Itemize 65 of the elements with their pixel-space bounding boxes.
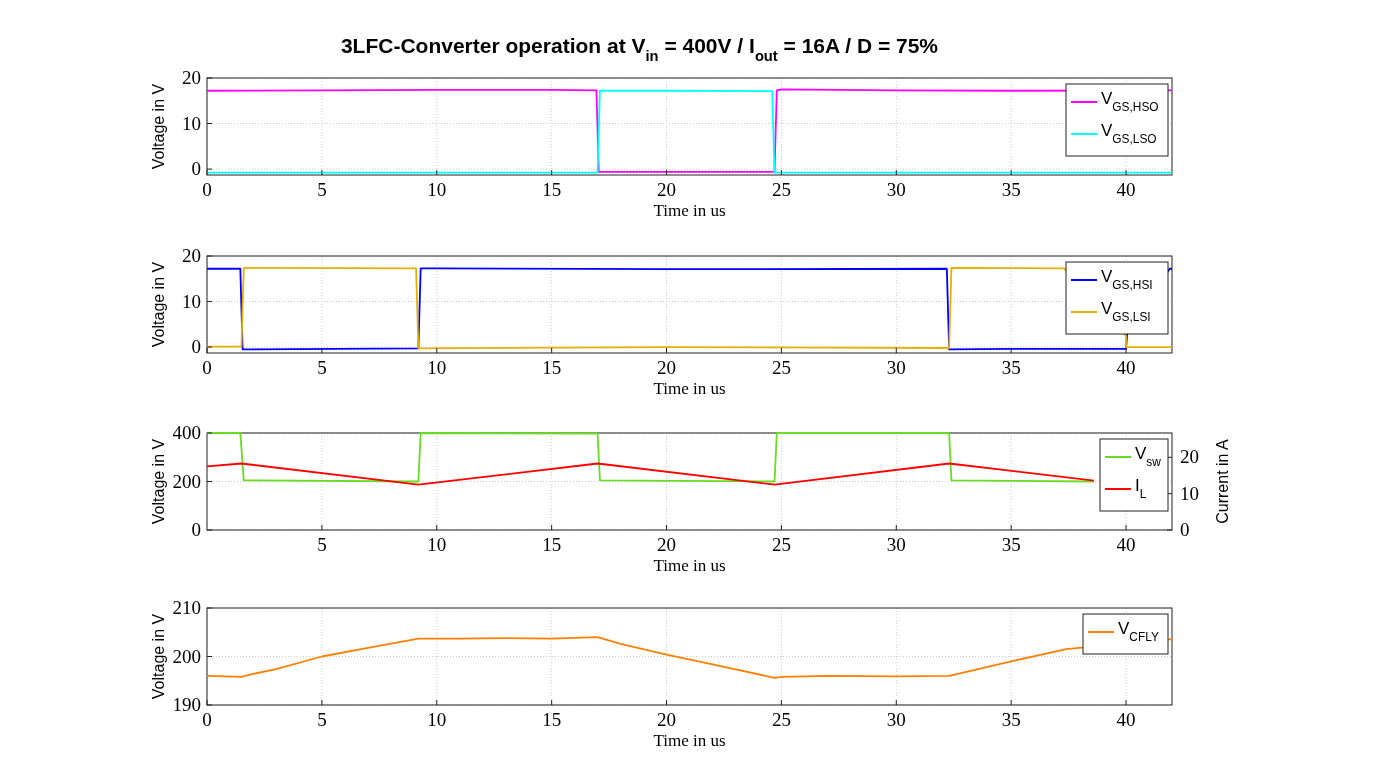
legend-label: V$_{CFLY}$ xyxy=(1118,619,1159,644)
x-tick-label: 20 xyxy=(657,534,677,555)
x-tick-label: 40 xyxy=(1116,179,1136,200)
x-axis-title: Time in us xyxy=(653,379,726,398)
line-series xyxy=(206,462,1095,486)
y2-tick-label: 20 xyxy=(1180,446,1199,468)
x-tick-label: 25 xyxy=(771,709,791,730)
legend-label: V$_{GS,LSI}$ xyxy=(1101,299,1151,324)
x-tick-label: 10 xyxy=(427,709,447,730)
legend-label: V$_{GS,HSI}$ xyxy=(1101,267,1153,292)
x-tick-label: 25 xyxy=(771,357,791,378)
y-tick-label: 200 xyxy=(172,470,201,492)
legend-label: V$_{GS,HSO}$ xyxy=(1101,89,1159,114)
x-tick-label: 5 xyxy=(317,534,327,555)
x-tick-label: 25 xyxy=(771,179,791,200)
y-tick-label: 200 xyxy=(172,645,201,667)
x-tick-label: 10 xyxy=(427,357,447,378)
y-tick-label: 20 xyxy=(182,67,201,88)
x-tick-label: 15 xyxy=(542,534,562,555)
x-axis-title: Time in us xyxy=(653,201,726,220)
x-tick-label: 30 xyxy=(886,534,906,555)
y-tick-label: 210 xyxy=(172,597,201,618)
x-tick-label: 25 xyxy=(771,534,791,555)
y2-tick-label: 0 xyxy=(1180,519,1190,540)
x-tick-label: 35 xyxy=(1001,534,1021,555)
y-tick-label: 0 xyxy=(191,158,201,180)
x-tick-label: 35 xyxy=(1001,357,1021,378)
y-tick-label: 400 xyxy=(172,422,201,443)
x-tick-label: 20 xyxy=(657,709,677,730)
x-axis-title: Time in us xyxy=(653,731,726,750)
x-tick-label: 35 xyxy=(1001,179,1021,200)
y-tick-label: 190 xyxy=(172,694,201,715)
y-tick-label: 0 xyxy=(191,336,201,358)
x-tick-label: 15 xyxy=(542,179,562,200)
x-tick-label: 30 xyxy=(886,179,906,200)
x-tick-label: 30 xyxy=(886,357,906,378)
y2-axis-title: Current in A xyxy=(1214,438,1231,524)
y2-tick-label: 10 xyxy=(1180,482,1199,504)
x-tick-label: 5 xyxy=(317,709,327,730)
x-tick-label: 40 xyxy=(1116,357,1136,378)
x-tick-label: 20 xyxy=(657,179,677,200)
legend-label: V$_{sw}$ xyxy=(1135,444,1162,469)
y-axis-title: Voltage in V xyxy=(150,438,167,525)
y-axis-title: Voltage in V xyxy=(150,261,167,348)
x-tick-label: 15 xyxy=(542,357,562,378)
chart-title: 3LFC-Converter operation at V$_{in}$ = 400V / I$_{out}$ = 16A / D = 75% xyxy=(340,34,939,64)
x-tick-label: 5 xyxy=(317,357,327,378)
y-tick-label: 20 xyxy=(182,245,201,266)
legend-label: V$_{GS,LSO}$ xyxy=(1101,121,1157,146)
x-tick-label: 35 xyxy=(1001,709,1021,730)
x-tick-label: 40 xyxy=(1116,534,1136,555)
x-tick-label: 5 xyxy=(317,179,327,200)
x-axis-title: Time in us xyxy=(653,556,726,575)
y-tick-label: 10 xyxy=(182,290,201,312)
y-axis-title: Voltage in V xyxy=(150,83,167,170)
y-tick-label: 10 xyxy=(182,112,201,134)
x-tick-label: 40 xyxy=(1116,709,1136,730)
y-tick-label: 0 xyxy=(191,519,201,540)
x-tick-label: 15 xyxy=(542,709,562,730)
x-tick-label: 20 xyxy=(657,357,677,378)
x-tick-label: 30 xyxy=(886,709,906,730)
x-tick-label: 10 xyxy=(427,534,447,555)
y-axis-title: Voltage in V xyxy=(150,613,167,700)
legend-label: I$_{L}$ xyxy=(1135,476,1147,501)
x-tick-label: 10 xyxy=(427,179,447,200)
